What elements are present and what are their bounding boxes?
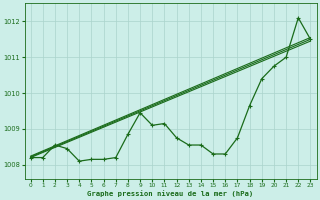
X-axis label: Graphe pression niveau de la mer (hPa): Graphe pression niveau de la mer (hPa): [87, 190, 254, 197]
